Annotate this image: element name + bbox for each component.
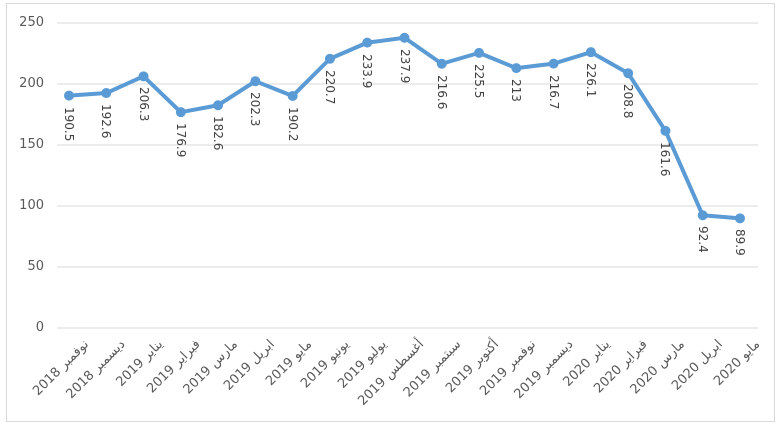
data-point-marker [175,107,186,118]
data-point-label: 216.6 [434,74,449,110]
data-point-marker [623,68,634,79]
data-point-marker [474,47,485,58]
data-point-label: 89.9 [733,229,747,257]
data-point-label: 225.5 [472,63,487,99]
data-point-label: 233.9 [360,53,375,88]
data-point-label: 220.7 [322,69,337,105]
data-point-marker [324,53,335,64]
data-point-marker [138,71,149,82]
y-axis-tick-label: 200 [19,76,44,91]
data-point-marker [548,58,559,69]
data-point-label: 92.4 [695,226,710,253]
data-point-marker [250,76,261,87]
y-axis-tick-label: 100 [19,198,44,213]
data-point-label: 161.6 [658,141,673,177]
data-point-label: 216.7 [546,74,561,109]
data-point-marker [399,32,410,43]
data-point-label: 176.9 [173,123,188,158]
data-point-marker [511,63,522,74]
data-point-label: 206.3 [136,87,151,122]
data-point-label: 190.5 [62,106,76,141]
data-point-label: 237.9 [397,48,412,84]
data-point-marker [585,47,596,58]
y-axis-tick-label: 150 [19,137,44,152]
data-point-marker [64,90,74,101]
y-axis-tick-label: 0 [35,320,44,335]
data-point-marker [287,90,298,101]
data-point-label: 190.2 [285,106,300,142]
data-point-marker [697,210,708,221]
data-point-marker [735,213,745,224]
data-point-marker [362,37,373,48]
data-point-marker [213,100,224,111]
chart-plot-area-border [6,3,775,422]
data-point-label: 202.3 [248,92,263,127]
data-point-label: 213 [509,79,524,103]
data-point-marker [660,125,671,136]
data-point-label: 192.6 [99,104,114,139]
y-axis-tick-label: 50 [27,259,44,274]
data-point-label: 208.8 [621,84,636,119]
data-point-label: 226.1 [583,63,598,98]
y-axis-tick-label: 250 [19,15,44,30]
data-point-marker [101,88,112,99]
data-point-label: 182.6 [211,116,226,151]
data-point-marker [436,58,447,69]
